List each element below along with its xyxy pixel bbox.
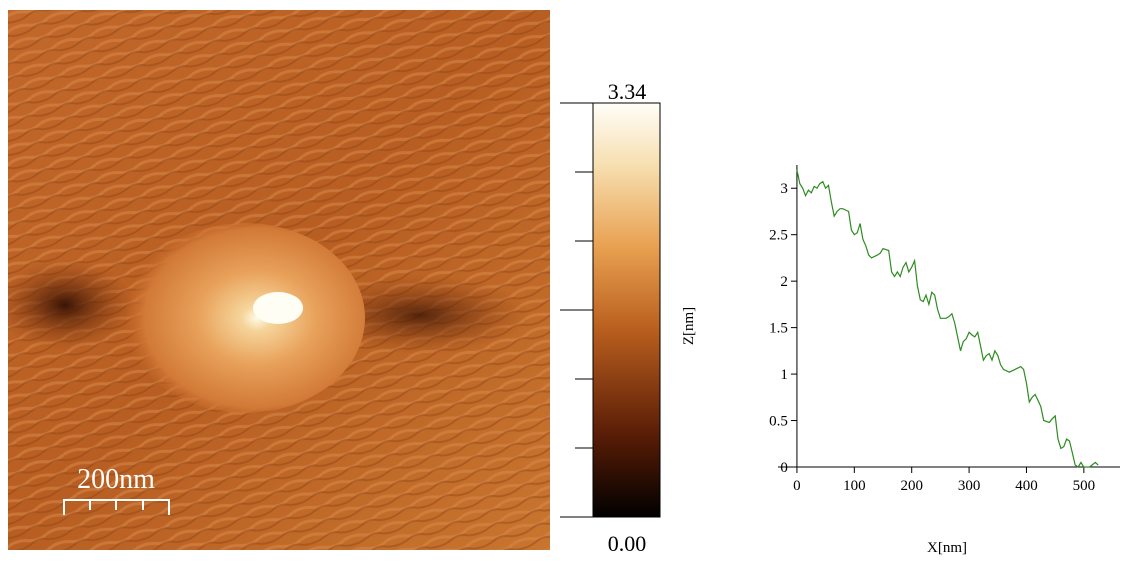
y-tick-label: 3 bbox=[780, 181, 788, 197]
x-tick-label: 300 bbox=[958, 478, 981, 494]
y-tick-label: 2 bbox=[780, 274, 788, 290]
x-tick-label: 200 bbox=[900, 478, 923, 494]
y-tick-label: 2.5 bbox=[769, 228, 788, 244]
colorbar-tick-label: 0.00 bbox=[608, 531, 647, 556]
afm-image bbox=[8, 10, 550, 550]
y-axis-label: Z[nm] bbox=[681, 307, 697, 345]
y-tick-label: 0 bbox=[780, 460, 788, 476]
y-tick-label: 1 bbox=[780, 367, 788, 383]
y-tick-label: 0.5 bbox=[769, 414, 788, 430]
colorbar bbox=[592, 102, 661, 518]
x-tick-label: 400 bbox=[1015, 478, 1038, 494]
x-axis-label: X[nm] bbox=[927, 540, 967, 556]
colorbar-axis: 0.00 3.34 bbox=[560, 79, 660, 556]
profile-chart: 0 0.5 1 1.5 2 2.5 3 0 100 200 300 400 500 X[nm] Z[nm] bbox=[681, 165, 1120, 556]
colorbar-tick-label: 3.34 bbox=[608, 79, 647, 104]
x-tick-label: 0 bbox=[793, 478, 801, 494]
x-tick-label: 100 bbox=[843, 478, 866, 494]
scale-bar-label: 200nm bbox=[77, 464, 155, 495]
profile-line bbox=[796, 169, 1099, 468]
x-tick-label: 500 bbox=[1073, 478, 1096, 494]
scale-bar bbox=[63, 499, 170, 515]
colorbar-divisions bbox=[560, 171, 593, 449]
y-tick-label: 1.5 bbox=[769, 321, 788, 337]
